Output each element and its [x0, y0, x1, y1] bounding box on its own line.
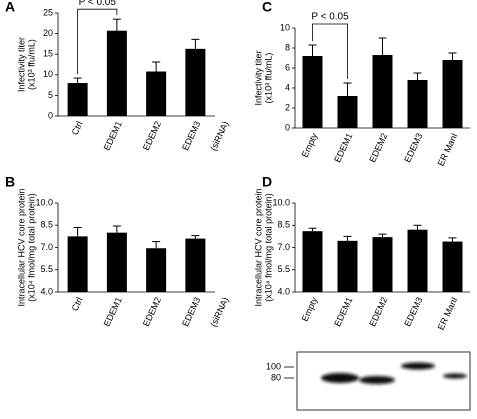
y-tick-label: 0	[285, 122, 290, 132]
x-tick-label: Ctrl	[70, 120, 85, 137]
bar	[146, 248, 167, 292]
y-axis-label: Infectivity titer	[253, 50, 263, 105]
y-tick-label: 7.0	[40, 242, 53, 252]
y-axis-label: (x10⁴ fmol/mg total protein)	[263, 193, 273, 301]
significance-label: P < 0.05	[79, 0, 117, 8]
x-tick-label: EDEM1	[332, 132, 354, 164]
y-tick-label: 25	[43, 7, 53, 17]
bar	[442, 241, 463, 292]
x-tick-label: EDEM2	[141, 296, 163, 328]
y-axis-label: Infectivity titer	[16, 37, 26, 92]
y-tick-label: 10.0	[272, 197, 290, 207]
y-tick-label: 4.0	[277, 286, 290, 296]
bar	[146, 71, 167, 116]
bar	[302, 231, 323, 292]
marker-label: 80	[271, 372, 281, 382]
x-axis-note: (siRNA)	[208, 120, 230, 153]
x-axis-note: (siRNA)	[208, 296, 230, 329]
y-tick-label: 4	[285, 82, 290, 92]
blot-band	[321, 373, 359, 383]
y-tick-label: 20	[43, 28, 53, 38]
y-tick-label: 10	[43, 69, 53, 79]
bar	[372, 55, 393, 128]
bar	[185, 238, 206, 292]
y-tick-label: 4.0	[40, 286, 53, 296]
panel-letter: A	[5, 0, 15, 15]
y-tick-label: 10.0	[35, 197, 53, 207]
y-tick-label: 8	[285, 42, 290, 52]
y-tick-label: 7.0	[277, 242, 290, 252]
blot-band	[443, 373, 467, 379]
x-tick-label: EDEM3	[180, 120, 202, 152]
y-tick-label: 8.5	[277, 220, 290, 230]
x-tick-label: EDEM2	[367, 296, 389, 328]
bar	[67, 83, 88, 116]
bar	[337, 240, 358, 292]
bar	[67, 236, 88, 292]
y-axis-label: (x10³ ffu/mL)	[263, 53, 273, 104]
y-tick-label: 5.5	[277, 264, 290, 274]
x-tick-label: EDEM2	[367, 132, 389, 164]
panel-letter: C	[262, 0, 272, 15]
y-tick-label: 2	[285, 102, 290, 112]
bar	[407, 229, 428, 292]
bar	[185, 48, 206, 116]
bar	[407, 80, 428, 128]
x-tick-label: EDEM3	[402, 132, 424, 164]
x-tick-label: EDEM2	[141, 120, 163, 152]
bar	[337, 96, 358, 128]
y-axis-label: (x10³ ffu/mL)	[26, 39, 36, 90]
y-axis-label: Intracellular HCV core protein	[253, 188, 263, 306]
bar	[302, 56, 323, 128]
panel-letter: B	[5, 174, 15, 190]
bar	[106, 30, 127, 116]
x-tick-label: ER ManI	[436, 296, 460, 332]
y-axis-label: Intracellular HCV core protein	[16, 188, 26, 306]
significance-bracket	[312, 23, 348, 79]
panel-letter: D	[262, 174, 272, 190]
x-tick-label: EDEM1	[332, 296, 354, 328]
blot-band	[401, 362, 435, 370]
y-axis-label: (x10⁴ fmol/mg total protein)	[26, 193, 36, 301]
y-tick-label: 6	[285, 62, 290, 72]
y-tick-label: 10	[280, 22, 290, 32]
significance-label: P < 0.05	[311, 12, 349, 23]
y-tick-label: 5	[48, 90, 53, 100]
x-tick-label: Empty	[300, 131, 320, 159]
significance-bracket	[77, 8, 118, 75]
x-tick-label: EDEM1	[102, 120, 124, 152]
x-tick-label: Ctrl	[70, 296, 85, 313]
bar	[442, 60, 463, 128]
x-tick-label: Empty	[300, 295, 320, 323]
blot-band	[359, 376, 395, 384]
x-tick-label: EDEM1	[102, 296, 124, 328]
x-tick-label: ER ManI	[436, 132, 460, 168]
y-tick-label: 8.5	[40, 220, 53, 230]
y-tick-label: 5.5	[40, 264, 53, 274]
bar	[106, 232, 127, 292]
x-tick-label: EDEM3	[180, 296, 202, 328]
marker-label: 100	[266, 361, 281, 371]
y-tick-label: 0	[48, 110, 53, 120]
western-blot: 100 80	[266, 351, 471, 411]
bar	[372, 237, 393, 292]
y-tick-label: 15	[43, 49, 53, 59]
x-tick-label: EDEM3	[402, 296, 424, 328]
